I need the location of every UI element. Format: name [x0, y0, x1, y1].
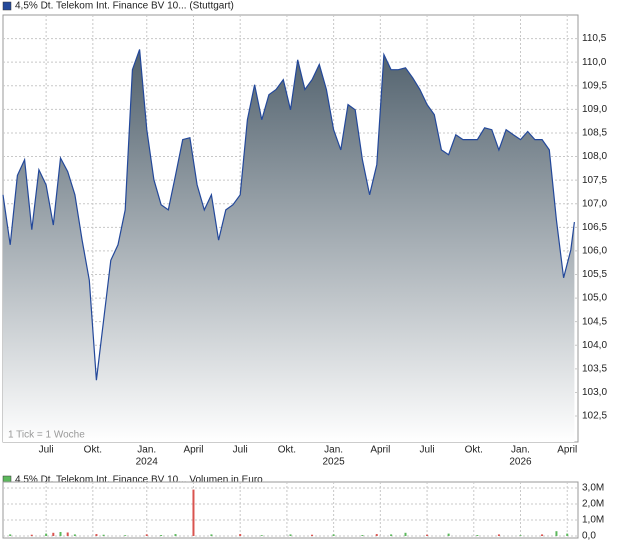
x-year-label: 2024: [136, 457, 159, 468]
x-tick-label: April: [370, 445, 390, 456]
volume-bar: [541, 534, 544, 536]
volume-bar: [260, 535, 263, 536]
volume-bar: [497, 534, 500, 536]
x-tick-label: Jan.: [511, 445, 530, 456]
x-year-label: 2025: [323, 457, 346, 468]
x-tick-label: Okt.: [465, 445, 483, 456]
volume-bar: [45, 533, 48, 536]
x-tick-label: Okt.: [84, 445, 102, 456]
y-tick-label: 102,5: [582, 411, 607, 422]
y-tick-label: 3,0M: [582, 483, 604, 494]
y-tick-label: 105,0: [582, 293, 607, 304]
y-tick-label: 0,0: [582, 531, 596, 542]
volume-bar: [375, 534, 378, 536]
y-tick-label: 103,0: [582, 387, 607, 398]
y-tick-label: 1,0M: [582, 515, 604, 526]
x-year-label: 2026: [509, 457, 532, 468]
volume-bar: [476, 535, 479, 536]
area-fill: [3, 49, 575, 443]
y-tick-label: 109,0: [582, 104, 607, 115]
x-tick-label: Jan.: [324, 445, 343, 456]
volume-bar: [289, 534, 292, 536]
volume-bar: [566, 533, 569, 536]
legend-label: 4,5% Dt. Telekom Int. Finance BV 10... (…: [15, 1, 234, 12]
y-tick-label: 104,5: [582, 316, 607, 327]
volume-bar: [174, 534, 177, 536]
volume-bar: [9, 534, 12, 536]
y-tick-label: 2,0M: [582, 499, 604, 510]
volume-bar: [447, 533, 450, 536]
y-tick-label: 110,5: [582, 33, 607, 44]
volume-bar: [124, 535, 127, 536]
y-tick-label: 108,0: [582, 151, 607, 162]
volume-bar: [145, 534, 148, 536]
y-tick-label: 103,5: [582, 364, 607, 375]
volume-bar: [192, 489, 195, 536]
x-tick-label: Juli: [233, 445, 248, 456]
price-line: [2, 49, 575, 381]
volume-bar: [361, 535, 364, 536]
volume-bar: [519, 535, 522, 536]
y-tick-label: 109,5: [582, 80, 607, 91]
volume-bar: [95, 534, 98, 536]
y-tick-label: 110,0: [582, 57, 607, 68]
x-tick-label: Juli: [39, 445, 54, 456]
volume-bar: [404, 532, 407, 536]
legend-swatch: [2, 1, 12, 11]
y-tick-label: 106,5: [582, 222, 607, 233]
volume-bar: [332, 534, 335, 536]
annotation: 1 Tick = 1 Woche: [8, 430, 85, 441]
y-tick-label: 107,0: [582, 198, 607, 209]
volume-bar: [311, 534, 314, 536]
volume-bar: [30, 534, 33, 536]
volume-bar: [426, 534, 429, 536]
y-tick-label: 107,5: [582, 175, 607, 186]
legend-label: 4,5% Dt. Telekom Int. Finance BV 10... V…: [15, 475, 263, 486]
x-tick-label: Okt.: [278, 445, 296, 456]
volume-bar: [210, 534, 213, 536]
y-tick-label: 105,5: [582, 269, 607, 280]
x-tick-label: Jan.: [137, 445, 156, 456]
volume-bar: [555, 531, 558, 536]
volume-bar: [52, 532, 55, 536]
plot-area: [2, 481, 579, 539]
volume-bar: [160, 535, 163, 536]
y-tick-label: 104,0: [582, 340, 607, 351]
volume-bar: [73, 534, 76, 536]
y-tick-label: 106,0: [582, 246, 607, 257]
x-tick-label: April: [557, 445, 577, 456]
y-tick-label: 108,5: [582, 128, 607, 139]
volume-bar: [102, 534, 105, 536]
x-tick-label: April: [183, 445, 203, 456]
volume-bar: [66, 532, 69, 536]
volume-bar: [59, 532, 62, 536]
x-tick-label: Juli: [420, 445, 435, 456]
volume-bar: [390, 534, 393, 536]
volume-bar: [239, 534, 242, 536]
